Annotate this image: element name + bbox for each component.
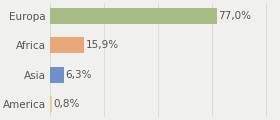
Bar xyxy=(50,37,85,53)
Text: 77,0%: 77,0% xyxy=(218,11,251,21)
Bar xyxy=(50,8,217,24)
Bar xyxy=(50,67,64,83)
Bar xyxy=(50,96,52,112)
Text: 15,9%: 15,9% xyxy=(86,40,119,50)
Text: 0,8%: 0,8% xyxy=(53,99,80,109)
Text: 6,3%: 6,3% xyxy=(66,70,92,80)
